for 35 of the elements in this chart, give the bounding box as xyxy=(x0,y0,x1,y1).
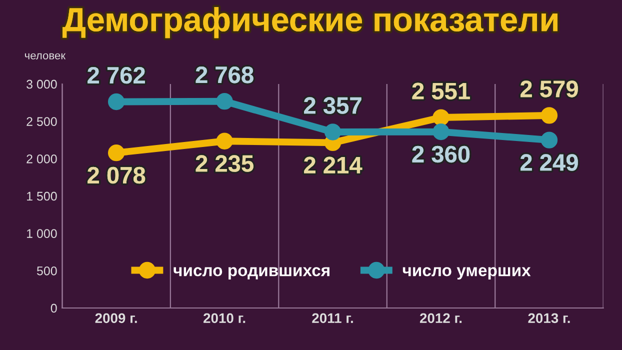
y-tick-label: 2 500 xyxy=(26,117,57,126)
data-label: 2 579 xyxy=(520,80,578,98)
y-tick-label: 3 000 xyxy=(26,80,57,89)
point xyxy=(432,109,450,126)
chart-title: Демографические показатели xyxy=(62,7,558,38)
data-label: 2 551 xyxy=(412,82,470,100)
data-label: 2 768 xyxy=(196,66,254,84)
data-label: 2 360 xyxy=(412,146,470,163)
y-tick-label: 0 xyxy=(50,304,57,313)
x-tick-label: 2011 г. xyxy=(312,313,353,324)
legend-label: число родившихся xyxy=(174,267,330,280)
point xyxy=(108,93,125,110)
point xyxy=(540,107,558,124)
x-tick-label: 2009 г. xyxy=(95,313,137,324)
data-label: 2 357 xyxy=(304,97,362,114)
x-tick-label: 2013 г. xyxy=(528,313,570,324)
point xyxy=(540,132,558,148)
point xyxy=(432,123,450,140)
y-tick-label: 1 500 xyxy=(27,192,57,201)
data-label: 2 249 xyxy=(520,154,578,171)
y-tick-label: 2 000 xyxy=(26,154,57,164)
point xyxy=(216,132,233,150)
y-axis-title: человек xyxy=(24,53,66,60)
data-label: 2 214 xyxy=(304,156,362,174)
data-label: 2 078 xyxy=(88,166,146,184)
x-tick-label: 2010 г. xyxy=(204,313,246,324)
y-tick-label: 500 xyxy=(36,266,57,276)
y-tick-label: 1 000 xyxy=(27,229,57,238)
point xyxy=(108,144,125,162)
x-tick-label: 2012 г. xyxy=(420,313,462,324)
data-label: 2 762 xyxy=(88,66,145,84)
point xyxy=(324,124,342,140)
legend-label: число умерших xyxy=(402,267,531,280)
data-label: 2 235 xyxy=(196,155,254,172)
point xyxy=(216,92,233,110)
